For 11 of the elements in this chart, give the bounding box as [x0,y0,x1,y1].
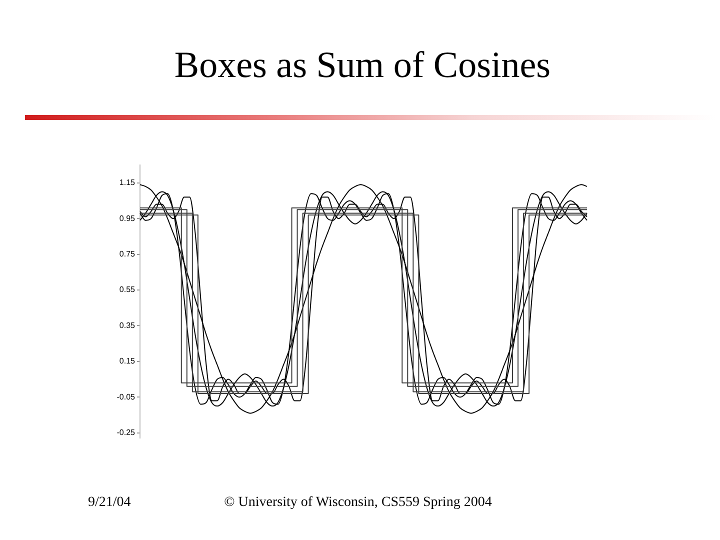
y-tick-label: 0.35 [119,320,136,330]
y-tick-label: 0.95 [119,214,136,223]
chart-title: Boxes as Sum of Cosines [173,44,552,88]
text: © University of Wisconsin, CS559 Spring 2004 [224,495,492,510]
y-tick-label: -0.05 [116,392,136,402]
text: 9/21/04 [88,494,131,512]
y-tick-label: -0.25 [116,428,136,438]
y-tick-label: 1.15 [119,178,136,188]
y-tick-label: 0.15 [119,356,136,366]
y-tick-label: 0.55 [119,285,136,294]
y-tick-label: 0.75 [119,249,136,258]
